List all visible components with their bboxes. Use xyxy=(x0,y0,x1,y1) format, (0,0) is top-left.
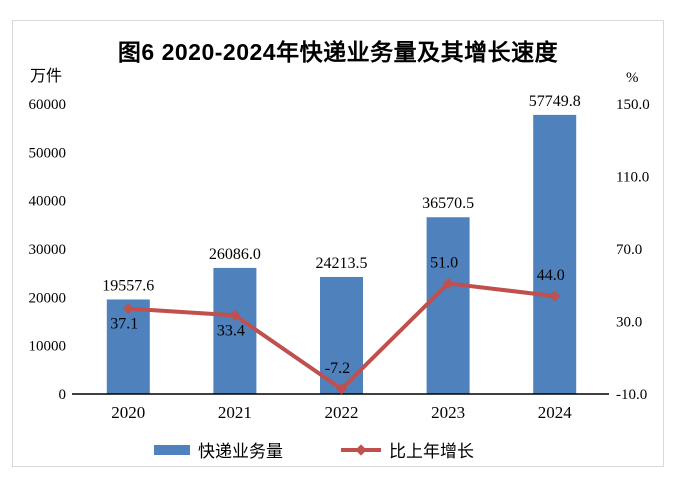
left-axis-tick: 30000 xyxy=(29,242,67,258)
line-marker-2022 xyxy=(336,383,347,395)
left-axis-unit: 万件 xyxy=(30,68,63,85)
line-swatch-icon xyxy=(341,443,381,456)
bar-2024 xyxy=(533,114,577,394)
line-value-label: 37.1 xyxy=(110,316,138,333)
bar-2021 xyxy=(213,267,257,394)
right-axis-tick: -10.0 xyxy=(616,387,647,403)
left-axis-tick: 20000 xyxy=(29,290,67,306)
right-axis-unit: % xyxy=(626,70,639,86)
line-value-label: 33.4 xyxy=(217,322,245,339)
bar-value-label: 19557.6 xyxy=(102,277,154,294)
legend-item-bars: 快递业务量 xyxy=(154,437,283,462)
line-marker-2023 xyxy=(442,277,454,289)
line-value-label: 44.0 xyxy=(537,267,565,284)
legend-label-line: 比上年增长 xyxy=(389,442,474,461)
bar-value-label: 24213.5 xyxy=(316,255,368,272)
x-axis-label-2022: 2022 xyxy=(325,403,359,422)
chart-title: 图6 2020-2024年快递业务量及其增长速度 xyxy=(117,39,559,65)
legend-label-bars: 快递业务量 xyxy=(198,442,283,461)
x-axis-label-2024: 2024 xyxy=(538,403,573,422)
bar-value-label: 57749.8 xyxy=(529,93,581,110)
right-axis-tick: 70.0 xyxy=(616,242,642,258)
legend: 快递业务量 比上年增长 xyxy=(0,437,652,462)
right-axis-tick: 150.0 xyxy=(616,97,650,113)
line-marker-2024 xyxy=(549,290,561,302)
bar-2023 xyxy=(426,217,470,394)
right-axis-tick: 30.0 xyxy=(616,315,642,331)
left-axis-tick: 0 xyxy=(59,387,67,403)
line-value-label: -7.2 xyxy=(325,360,350,377)
left-axis-tick: 50000 xyxy=(29,145,67,161)
left-axis-tick: 40000 xyxy=(29,194,67,210)
line-marker-2020 xyxy=(122,303,134,315)
bar-2020 xyxy=(106,299,150,394)
left-axis-tick: 60000 xyxy=(29,97,67,113)
right-axis-tick: 110.0 xyxy=(616,170,649,186)
bar-value-label: 26086.0 xyxy=(209,246,261,263)
legend-item-line: 比上年增长 xyxy=(341,437,474,462)
left-axis-tick: 10000 xyxy=(29,339,67,355)
diamond-marker-icon xyxy=(355,443,367,456)
x-axis-label-2021: 2021 xyxy=(218,403,252,422)
line-value-label: 51.0 xyxy=(430,254,458,271)
x-axis-label-2023: 2023 xyxy=(431,403,465,422)
line-marker-2021 xyxy=(229,309,241,321)
bar-swatch-icon xyxy=(154,444,190,455)
bar-value-label: 36570.5 xyxy=(422,195,474,212)
x-axis-label-2020: 2020 xyxy=(111,403,145,422)
